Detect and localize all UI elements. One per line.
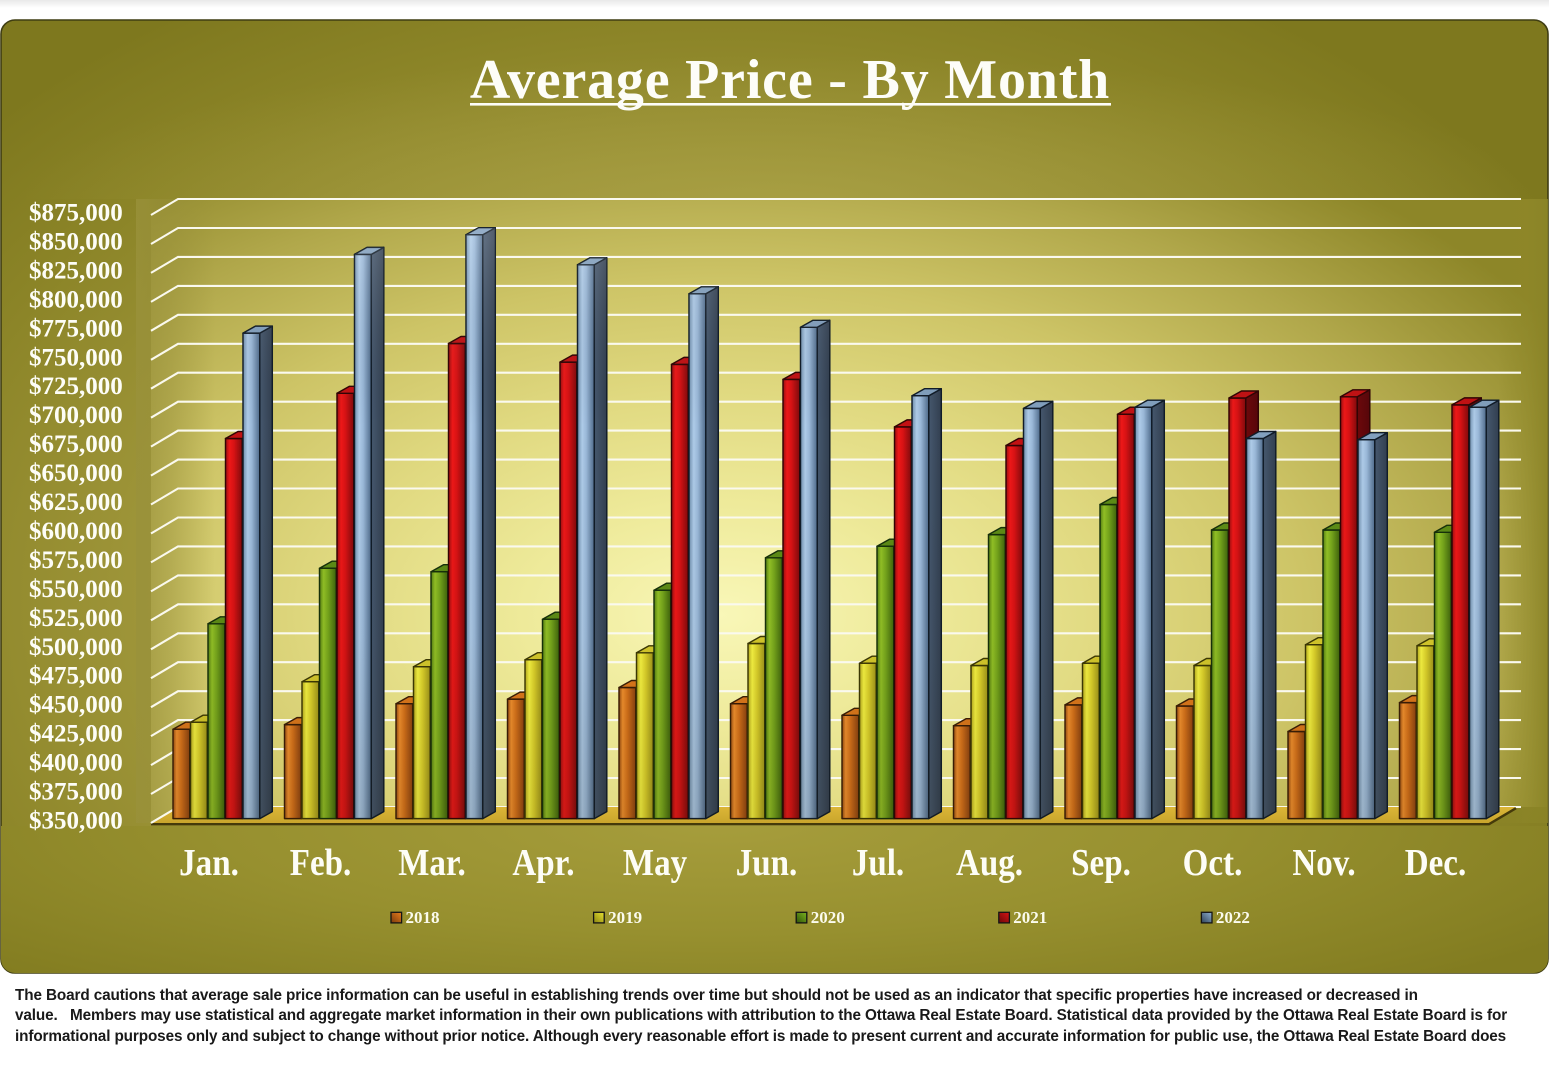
svg-text:$350,000: $350,000 [29,808,123,835]
svg-text:Dec.: Dec. [1405,841,1466,884]
svg-text:Average Price - By Month: Average Price - By Month [470,49,1110,111]
svg-text:Aug.: Aug. [956,841,1023,884]
svg-text:Mar.: Mar. [398,841,466,884]
svg-text:Jul.: Jul. [852,841,904,884]
svg-text:$400,000: $400,000 [29,750,123,777]
svg-text:$650,000: $650,000 [29,460,123,487]
svg-text:May: May [623,841,687,884]
svg-text:$475,000: $475,000 [29,663,123,690]
svg-text:$425,000: $425,000 [29,721,123,748]
svg-text:Feb.: Feb. [290,841,352,884]
svg-text:2018: 2018 [406,908,440,927]
svg-text:$800,000: $800,000 [29,286,123,313]
svg-text:2021: 2021 [1013,908,1047,927]
svg-text:$550,000: $550,000 [29,576,123,603]
svg-text:2022: 2022 [1216,908,1250,927]
svg-text:$750,000: $750,000 [29,344,123,371]
svg-text:Apr.: Apr. [512,841,574,884]
svg-text:$525,000: $525,000 [29,605,123,632]
svg-text:$500,000: $500,000 [29,634,123,661]
svg-text:$825,000: $825,000 [29,257,123,284]
svg-text:$700,000: $700,000 [29,402,123,429]
svg-text:2019: 2019 [608,908,642,927]
svg-text:$375,000: $375,000 [29,779,123,806]
svg-text:Jan.: Jan. [179,841,239,884]
svg-text:Oct.: Oct. [1183,841,1243,884]
svg-text:$675,000: $675,000 [29,431,123,458]
svg-text:$850,000: $850,000 [29,229,123,256]
svg-text:2020: 2020 [811,908,845,927]
svg-text:Sep.: Sep. [1071,841,1131,884]
svg-text:Jun.: Jun. [736,841,798,884]
svg-text:$875,000: $875,000 [29,200,123,227]
svg-text:$625,000: $625,000 [29,489,123,516]
svg-text:$600,000: $600,000 [29,518,123,545]
svg-text:Nov.: Nov. [1292,841,1355,884]
svg-text:$575,000: $575,000 [29,547,123,574]
svg-text:$725,000: $725,000 [29,373,123,400]
svg-text:$775,000: $775,000 [29,315,123,342]
svg-text:$450,000: $450,000 [29,692,123,719]
